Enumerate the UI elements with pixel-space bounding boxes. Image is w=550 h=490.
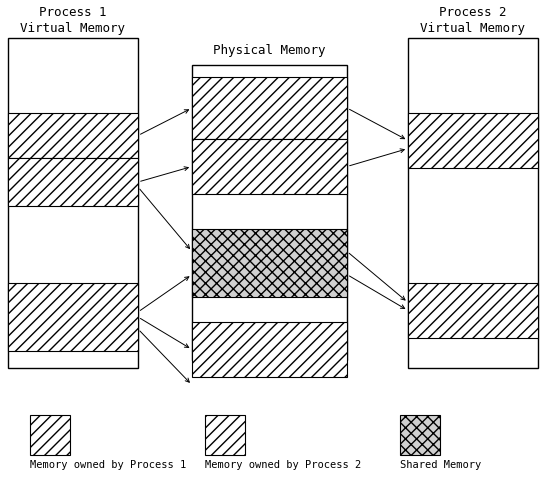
Bar: [192, 139, 347, 194]
Bar: [192, 229, 347, 297]
Text: Process 1
Virtual Memory: Process 1 Virtual Memory: [20, 6, 125, 35]
Text: Process 2
Virtual Memory: Process 2 Virtual Memory: [421, 6, 525, 35]
Bar: [408, 38, 538, 368]
Bar: [408, 113, 538, 168]
Bar: [192, 77, 347, 139]
Bar: [8, 38, 138, 368]
Bar: [8, 283, 138, 351]
Bar: [408, 283, 538, 338]
Bar: [400, 415, 440, 455]
Bar: [8, 113, 138, 158]
Bar: [192, 65, 347, 360]
Bar: [205, 415, 245, 455]
Text: Memory owned by Process 1: Memory owned by Process 1: [30, 460, 186, 470]
Bar: [192, 322, 347, 377]
Bar: [8, 158, 138, 206]
Bar: [30, 415, 70, 455]
Text: Shared Memory: Shared Memory: [400, 460, 481, 470]
Text: Physical Memory: Physical Memory: [213, 44, 326, 57]
Text: Memory owned by Process 2: Memory owned by Process 2: [205, 460, 361, 470]
